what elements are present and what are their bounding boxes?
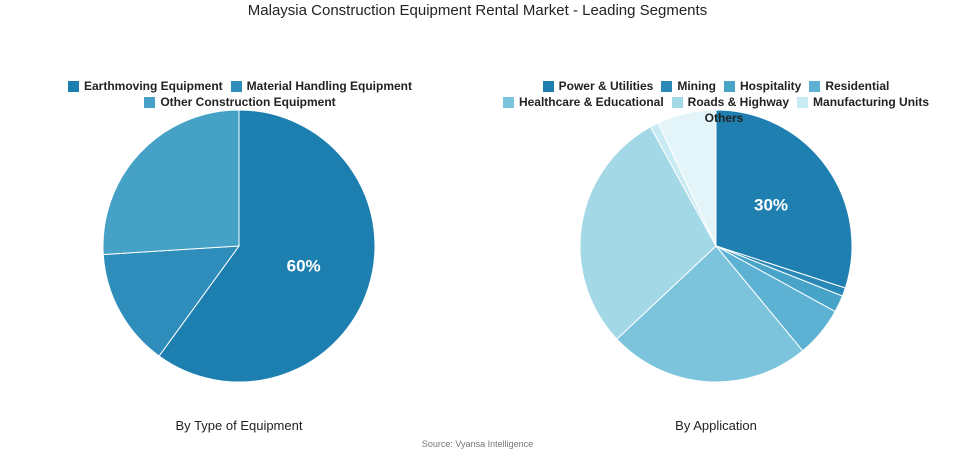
legend-item: Other Construction Equipment <box>144 95 336 109</box>
legend-item: Roads & Highway <box>671 95 790 109</box>
pie-slice <box>102 245 241 357</box>
data-label: 60% <box>287 256 321 275</box>
pie-slice <box>616 245 804 383</box>
legend: Power & Utilities Mining Hospitality Reside… <box>480 79 952 125</box>
pie-slice <box>715 109 853 289</box>
legend-swatch <box>144 96 156 108</box>
pie-slice <box>158 109 376 383</box>
pie-slice <box>657 109 717 247</box>
legend-label: Healthcare & Educational <box>518 95 664 109</box>
pie-slice <box>579 126 717 340</box>
legend-swatch <box>688 112 700 124</box>
legend-label: Hospitality <box>739 79 802 93</box>
legend-swatch <box>671 96 683 108</box>
legend-item: Others <box>688 111 744 125</box>
legend-item: Residential <box>809 79 889 93</box>
pie-slice <box>102 109 240 256</box>
legend-label: Manufacturing Units <box>813 95 930 109</box>
legend-swatch <box>723 80 735 92</box>
legend-swatch <box>661 80 673 92</box>
legend-swatch <box>797 96 809 108</box>
legend-swatch <box>230 80 242 92</box>
legend-item: Healthcare & Educational <box>502 95 664 109</box>
page-title: Malaysia Construction Equipment Rental M… <box>247 2 708 19</box>
legend-item: Material Handling Equipment <box>230 79 413 93</box>
legend-item: Manufacturing Units <box>797 95 929 109</box>
legend-label: Earthmoving Equipment <box>83 79 223 93</box>
legend-swatch <box>67 80 79 92</box>
legend-label: Roads & Highway <box>687 95 790 109</box>
source: Source: Vyansa Intelligence <box>421 439 534 449</box>
legend-label: Residential <box>825 79 890 93</box>
legend-label: Other Construction Equipment <box>160 95 336 109</box>
legend-swatch <box>502 96 514 108</box>
legend-label: Mining <box>677 79 716 93</box>
legend-item: Mining <box>661 79 716 93</box>
legend-item: Hospitality <box>723 79 802 93</box>
legend-label: Others <box>704 111 744 125</box>
legend-label: Material Handling Equipment <box>246 79 413 93</box>
data-label: 30% <box>754 196 788 215</box>
legend-swatch <box>542 80 554 92</box>
chart-subtitle: By Type of Equipment <box>175 418 303 433</box>
legend: Earthmoving Equipment Material Handling E… <box>60 79 420 109</box>
legend-swatch <box>809 80 821 92</box>
chart-subtitle: By Application <box>675 418 757 433</box>
legend-item: Earthmoving Equipment <box>67 79 223 93</box>
legend-label: Power & Utilities <box>558 79 654 93</box>
legend-item: Power & Utilities <box>542 79 654 93</box>
